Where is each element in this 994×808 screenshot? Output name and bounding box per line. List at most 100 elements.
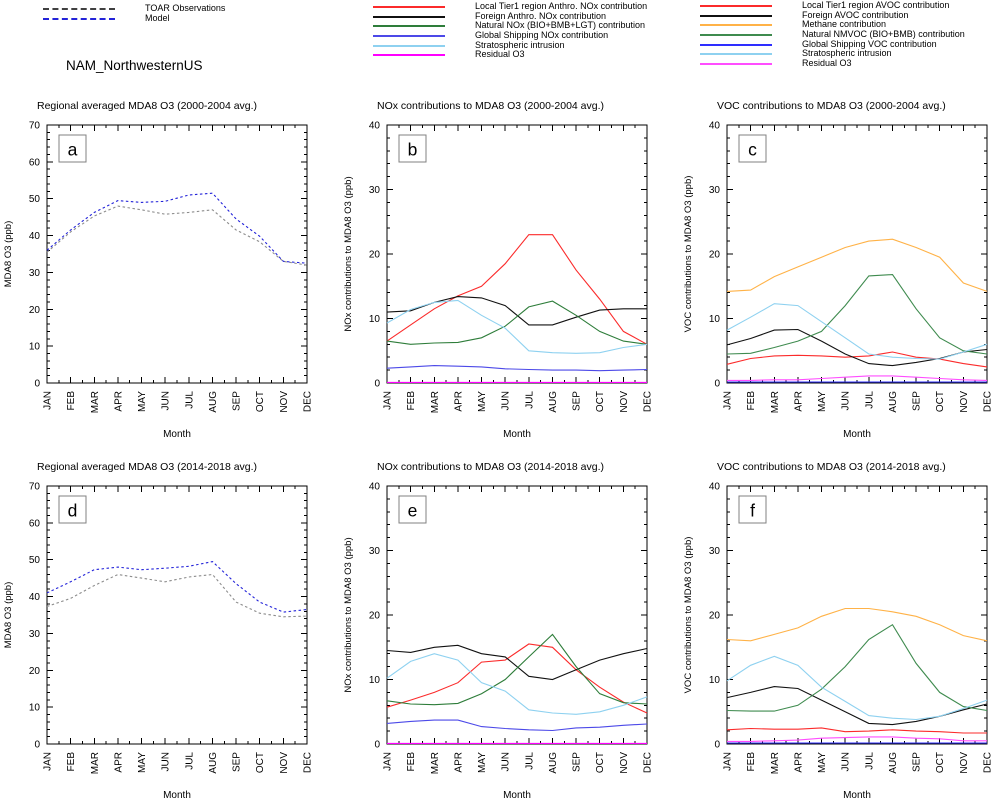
- series-stratospheric-intrusion: [386, 299, 648, 354]
- legend-entry-foreign-avoc-contribution: Foreign AVOC contribution: [700, 10, 965, 21]
- y-axis-label: VOC contributions to MDA8 O3 (ppb): [683, 176, 694, 333]
- x-tick-label: OCT: [595, 752, 606, 773]
- legend-label: Methane contribution: [802, 19, 887, 30]
- legend-entry-global-shipping-voc-contribution: Global Shipping VOC contribution: [700, 38, 965, 50]
- x-tick-label: MAY: [137, 391, 148, 412]
- y-tick-label: 40: [709, 121, 721, 132]
- legend-label: Residual O3: [802, 58, 852, 69]
- x-tick-label: MAY: [477, 391, 488, 412]
- y-tick-label: 20: [29, 666, 41, 677]
- legend-line-swatch: [700, 24, 772, 27]
- legend-line-swatch: [43, 17, 115, 20]
- panel-letter: e: [408, 501, 418, 521]
- y-tick-label: 10: [29, 342, 41, 353]
- panel-letter-box: [738, 495, 767, 524]
- y-axis-label: MDA8 O3 (ppb): [3, 221, 14, 288]
- legend-line-swatch: [700, 33, 772, 36]
- x-tick-label: MAR: [430, 752, 441, 774]
- panel-e: NOx contributions to MDA8 O3 (2014-2018 …: [340, 453, 654, 803]
- y-tick-label: 20: [369, 611, 381, 622]
- plot-border: [46, 485, 308, 745]
- legend-label: Local Tier1 region Anthro. NOx contribut…: [475, 1, 648, 11]
- series-natural-nox-bio-bmb-lgt-contribution: [386, 633, 648, 706]
- panel-letter-box: [738, 134, 767, 163]
- series-model: [46, 192, 308, 264]
- x-tick-label: JUN: [841, 752, 852, 771]
- legend-entry-methane-contribution: Methane contribution: [700, 20, 965, 30]
- panel-letter: f: [750, 501, 755, 521]
- panel-letter: c: [748, 140, 757, 160]
- series-methane-contribution: [726, 607, 988, 642]
- panel-letter: d: [68, 501, 78, 521]
- legend-line-swatch: [373, 5, 445, 8]
- x-tick-label: JAN: [383, 752, 394, 771]
- legend-line-swatch: [700, 53, 772, 56]
- x-tick-label: MAR: [770, 391, 781, 413]
- plot-border: [726, 124, 988, 384]
- legend-line-swatch: [373, 54, 445, 57]
- series-stratospheric-intrusion: [726, 655, 988, 721]
- voc-legend: Local Tier1 region AVOC contribution Fore…: [700, 0, 965, 69]
- x-tick-label: JUN: [501, 752, 512, 771]
- x-tick-label: OCT: [935, 391, 946, 412]
- x-tick-label: AUG: [888, 391, 899, 413]
- legend-line-swatch: [700, 14, 772, 17]
- y-tick-label: 60: [29, 157, 41, 168]
- y-tick-label: 30: [29, 629, 41, 640]
- x-tick-label: SEP: [912, 752, 923, 772]
- y-tick-label: 20: [369, 250, 381, 261]
- legend-entry-natural-nmvoc-bio-bmb-contribution: Natural NMVOC (BIO+BMB) contribution: [700, 29, 965, 40]
- x-tick-label: JAN: [383, 391, 394, 410]
- x-tick-label: AUG: [208, 391, 219, 413]
- panel-title: VOC contributions to MDA8 O3 (2014-2018 …: [717, 461, 946, 473]
- x-axis-label: Month: [503, 429, 531, 440]
- x-tick-label: FEB: [66, 391, 77, 411]
- legend-line-swatch: [700, 62, 772, 65]
- legend-entry-global-shipping-nox-contribution: Global Shipping NOx contribution: [373, 30, 647, 41]
- legend-line-swatch: [373, 15, 445, 18]
- x-tick-label: JUL: [184, 752, 195, 770]
- chart-svg: NOx contributions to MDA8 O3 (2000-2004 …: [343, 100, 654, 440]
- y-axis-label: NOx contributions to MDA8 O3 (ppb): [343, 537, 354, 692]
- legend-label: Local Tier1 region AVOC contribution: [802, 0, 950, 10]
- y-tick-label: 40: [369, 121, 381, 132]
- x-tick-label: MAY: [477, 752, 488, 773]
- panel-b: NOx contributions to MDA8 O3 (2000-2004 …: [340, 92, 654, 442]
- plot-border: [726, 485, 988, 745]
- x-tick-label: FEB: [406, 391, 417, 411]
- x-tick-label: NOV: [619, 391, 630, 413]
- series-local-tier1-region-avoc-contribution: [726, 351, 988, 368]
- y-tick-label: 30: [369, 546, 381, 557]
- legend-line-swatch: [373, 44, 445, 47]
- x-tick-label: NOV: [279, 752, 290, 774]
- x-tick-label: AUG: [548, 391, 559, 413]
- x-tick-label: FEB: [406, 752, 417, 772]
- chart-svg: Regional averaged MDA8 O3 (2000-2004 avg…: [3, 100, 314, 440]
- x-tick-label: DEC: [983, 752, 994, 773]
- x-axis-label: Month: [503, 790, 531, 801]
- y-tick-label: 40: [29, 592, 41, 603]
- y-tick-label: 0: [34, 379, 40, 390]
- series-model: [46, 561, 308, 613]
- x-tick-label: MAR: [90, 752, 101, 774]
- legend-label: Residual O3: [475, 49, 525, 60]
- panel-title: VOC contributions to MDA8 O3 (2000-2004 …: [717, 100, 946, 112]
- panel-f: VOC contributions to MDA8 O3 (2014-2018 …: [680, 453, 994, 803]
- panel-title: NOx contributions to MDA8 O3 (2000-2004 …: [377, 100, 604, 112]
- legend-entry-natural-nox-bio-bmb-lgt-contribution: Natural NOx (BIO+BMB+LGT) contribution: [373, 21, 647, 31]
- y-tick-label: 0: [714, 740, 720, 751]
- x-tick-label: AUG: [548, 752, 559, 774]
- y-tick-label: 40: [709, 482, 721, 493]
- y-tick-label: 0: [714, 379, 720, 390]
- y-tick-label: 30: [709, 185, 721, 196]
- y-tick-label: 40: [369, 482, 381, 493]
- legend-label: Global Shipping VOC contribution: [802, 38, 937, 49]
- x-tick-label: JAN: [43, 752, 54, 771]
- panel-title: Regional averaged MDA8 O3 (2000-2004 avg…: [37, 100, 257, 112]
- x-tick-label: MAR: [430, 391, 441, 413]
- x-tick-label: SEP: [572, 752, 583, 772]
- x-tick-label: APR: [113, 752, 124, 773]
- series-methane-contribution: [726, 238, 988, 292]
- x-tick-label: SEP: [232, 752, 243, 772]
- y-tick-label: 30: [369, 185, 381, 196]
